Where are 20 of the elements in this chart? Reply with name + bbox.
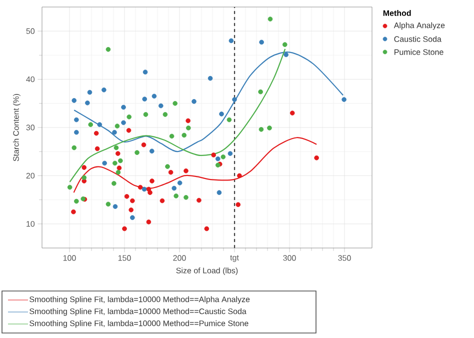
legend-label: Caustic Soda <box>394 36 442 42</box>
legend-title: Method <box>383 10 411 16</box>
y-axis-title: Starch Content (%) <box>12 94 20 162</box>
legend-label: Alpha Analyze <box>394 22 445 30</box>
x-tick-label: 150 <box>118 255 131 261</box>
y-tick-label: 10 <box>26 221 35 227</box>
legend-label: Smoothing Spline Fit, lambda=10000 Method==Alpha Analyze <box>30 296 250 304</box>
y-tick-label: 20 <box>26 172 35 179</box>
legend-label: Smoothing Spline Fit, lambda=10000 Method==Pumice Stone <box>30 320 248 328</box>
x-tick-label: 100 <box>63 255 76 261</box>
x-tick-label: tgt <box>230 255 239 262</box>
y-tick-label: 30 <box>26 124 35 130</box>
x-axis-title: Size of Load (lbs) <box>176 267 238 275</box>
x-tick-label: 200 <box>173 255 186 261</box>
y-tick-label: 50 <box>26 28 35 34</box>
x-tick-label: 300 <box>283 255 296 261</box>
legend-label: Pumice Stone <box>394 49 444 55</box>
legend-label: Smoothing Spline Fit, lambda=10000 Method==Caustic Soda <box>30 308 246 316</box>
y-tick-label: 40 <box>26 76 35 82</box>
x-tick-label: 350 <box>338 255 351 261</box>
